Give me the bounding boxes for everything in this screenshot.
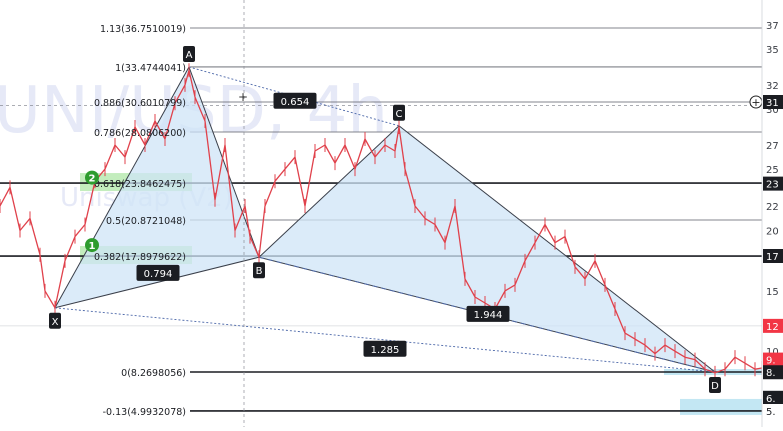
price-tag-box (763, 390, 783, 405)
price-tag-box (763, 249, 783, 263)
price-tag-box (763, 95, 783, 109)
marker-circle (85, 238, 99, 253)
price-tag: 6. (766, 394, 776, 405)
price-axis-tick: 30 (766, 105, 779, 116)
fib-level-label: 0.786(28.0806200) (94, 128, 186, 139)
ratio-label-box (466, 305, 510, 322)
price-tag-box (763, 176, 783, 191)
marker-number: 1 (89, 241, 96, 252)
point-label-box (183, 45, 195, 62)
price-axis-tick: 37 (766, 21, 779, 32)
ratio-label: 0.654 (281, 97, 310, 108)
price-tag-box (763, 365, 783, 380)
price-axis[interactable]: 3735323027252220151210312317129.8.6.5. (761, 0, 783, 427)
price-tag: 23 (766, 180, 779, 191)
marker-circle (85, 170, 99, 185)
point-label-X: X (52, 317, 59, 328)
plus-glyph: + (751, 96, 760, 109)
point-label-C: C (396, 109, 403, 120)
price-axis-tick: 27 (766, 141, 779, 152)
diag-xd (54, 307, 716, 373)
fib-level-label: 1(33.4744041) (115, 63, 186, 74)
point-label-box (393, 104, 405, 121)
fib-level-labels: 1.13(36.7510019) 1(33.4744041) 0.886(30.60… (94, 24, 186, 418)
ratio-label-box (363, 340, 407, 357)
fib-level-label: -0.13(4.9932078) (103, 407, 186, 418)
fib-level-label: 0.886(30.6010799) (94, 98, 186, 109)
price-axis-tick: 20 (766, 227, 779, 238)
price-tag: 9. (766, 356, 776, 367)
fib-level-label: 0.618(23.8462475) (94, 179, 186, 190)
price-tag: 5. (766, 407, 776, 418)
price-tag: 31 (766, 98, 779, 109)
fib-level-label: 0(8.2698056) (121, 368, 186, 379)
fib-level-label: 0.382(17.8979622) (94, 252, 186, 263)
price-axis-tick: 32 (766, 81, 779, 92)
point-label-box (709, 377, 721, 394)
pattern-bcd (257, 125, 716, 373)
price-axis-tick: 25 (766, 165, 779, 176)
ratio-label: 1.944 (474, 310, 503, 321)
price-axis-tick: 22 (766, 202, 779, 213)
level-markers: 12 (85, 170, 99, 253)
price-axis-tick: 15 (766, 287, 779, 298)
add-alert-button[interactable]: + (749, 95, 763, 109)
fib-level-label: 0.5(20.8721048) (106, 216, 186, 227)
ratio-label: 1.285 (371, 345, 400, 356)
fib-level-label: 1.13(36.7510019) (100, 24, 186, 35)
marker-number: 2 (89, 174, 96, 185)
point-label-A: A (186, 50, 193, 61)
price-tag-box (763, 352, 783, 367)
pattern-xab (54, 65, 260, 309)
price-tag: 12 (766, 322, 779, 333)
price-tag-box (763, 404, 783, 418)
ratio-label-box (273, 92, 317, 109)
price-tag-box (763, 318, 783, 333)
ratio-label-box (136, 264, 180, 281)
price-axis-tick: 35 (766, 45, 779, 56)
ratio-label: 0.794 (144, 269, 173, 280)
price-tag: 8. (766, 368, 776, 379)
point-label-B: B (256, 266, 263, 277)
pattern-point-labels: X A B C D (49, 45, 721, 394)
point-label-D: D (711, 381, 719, 392)
target-zone (680, 398, 762, 415)
point-label-box (49, 312, 61, 329)
price-tag: 17 (766, 252, 779, 263)
point-label-box (253, 262, 265, 279)
crosshair-plus: + (238, 90, 248, 104)
ratio-labels: 0.654 0.794 1.944 1.285 (136, 92, 510, 357)
